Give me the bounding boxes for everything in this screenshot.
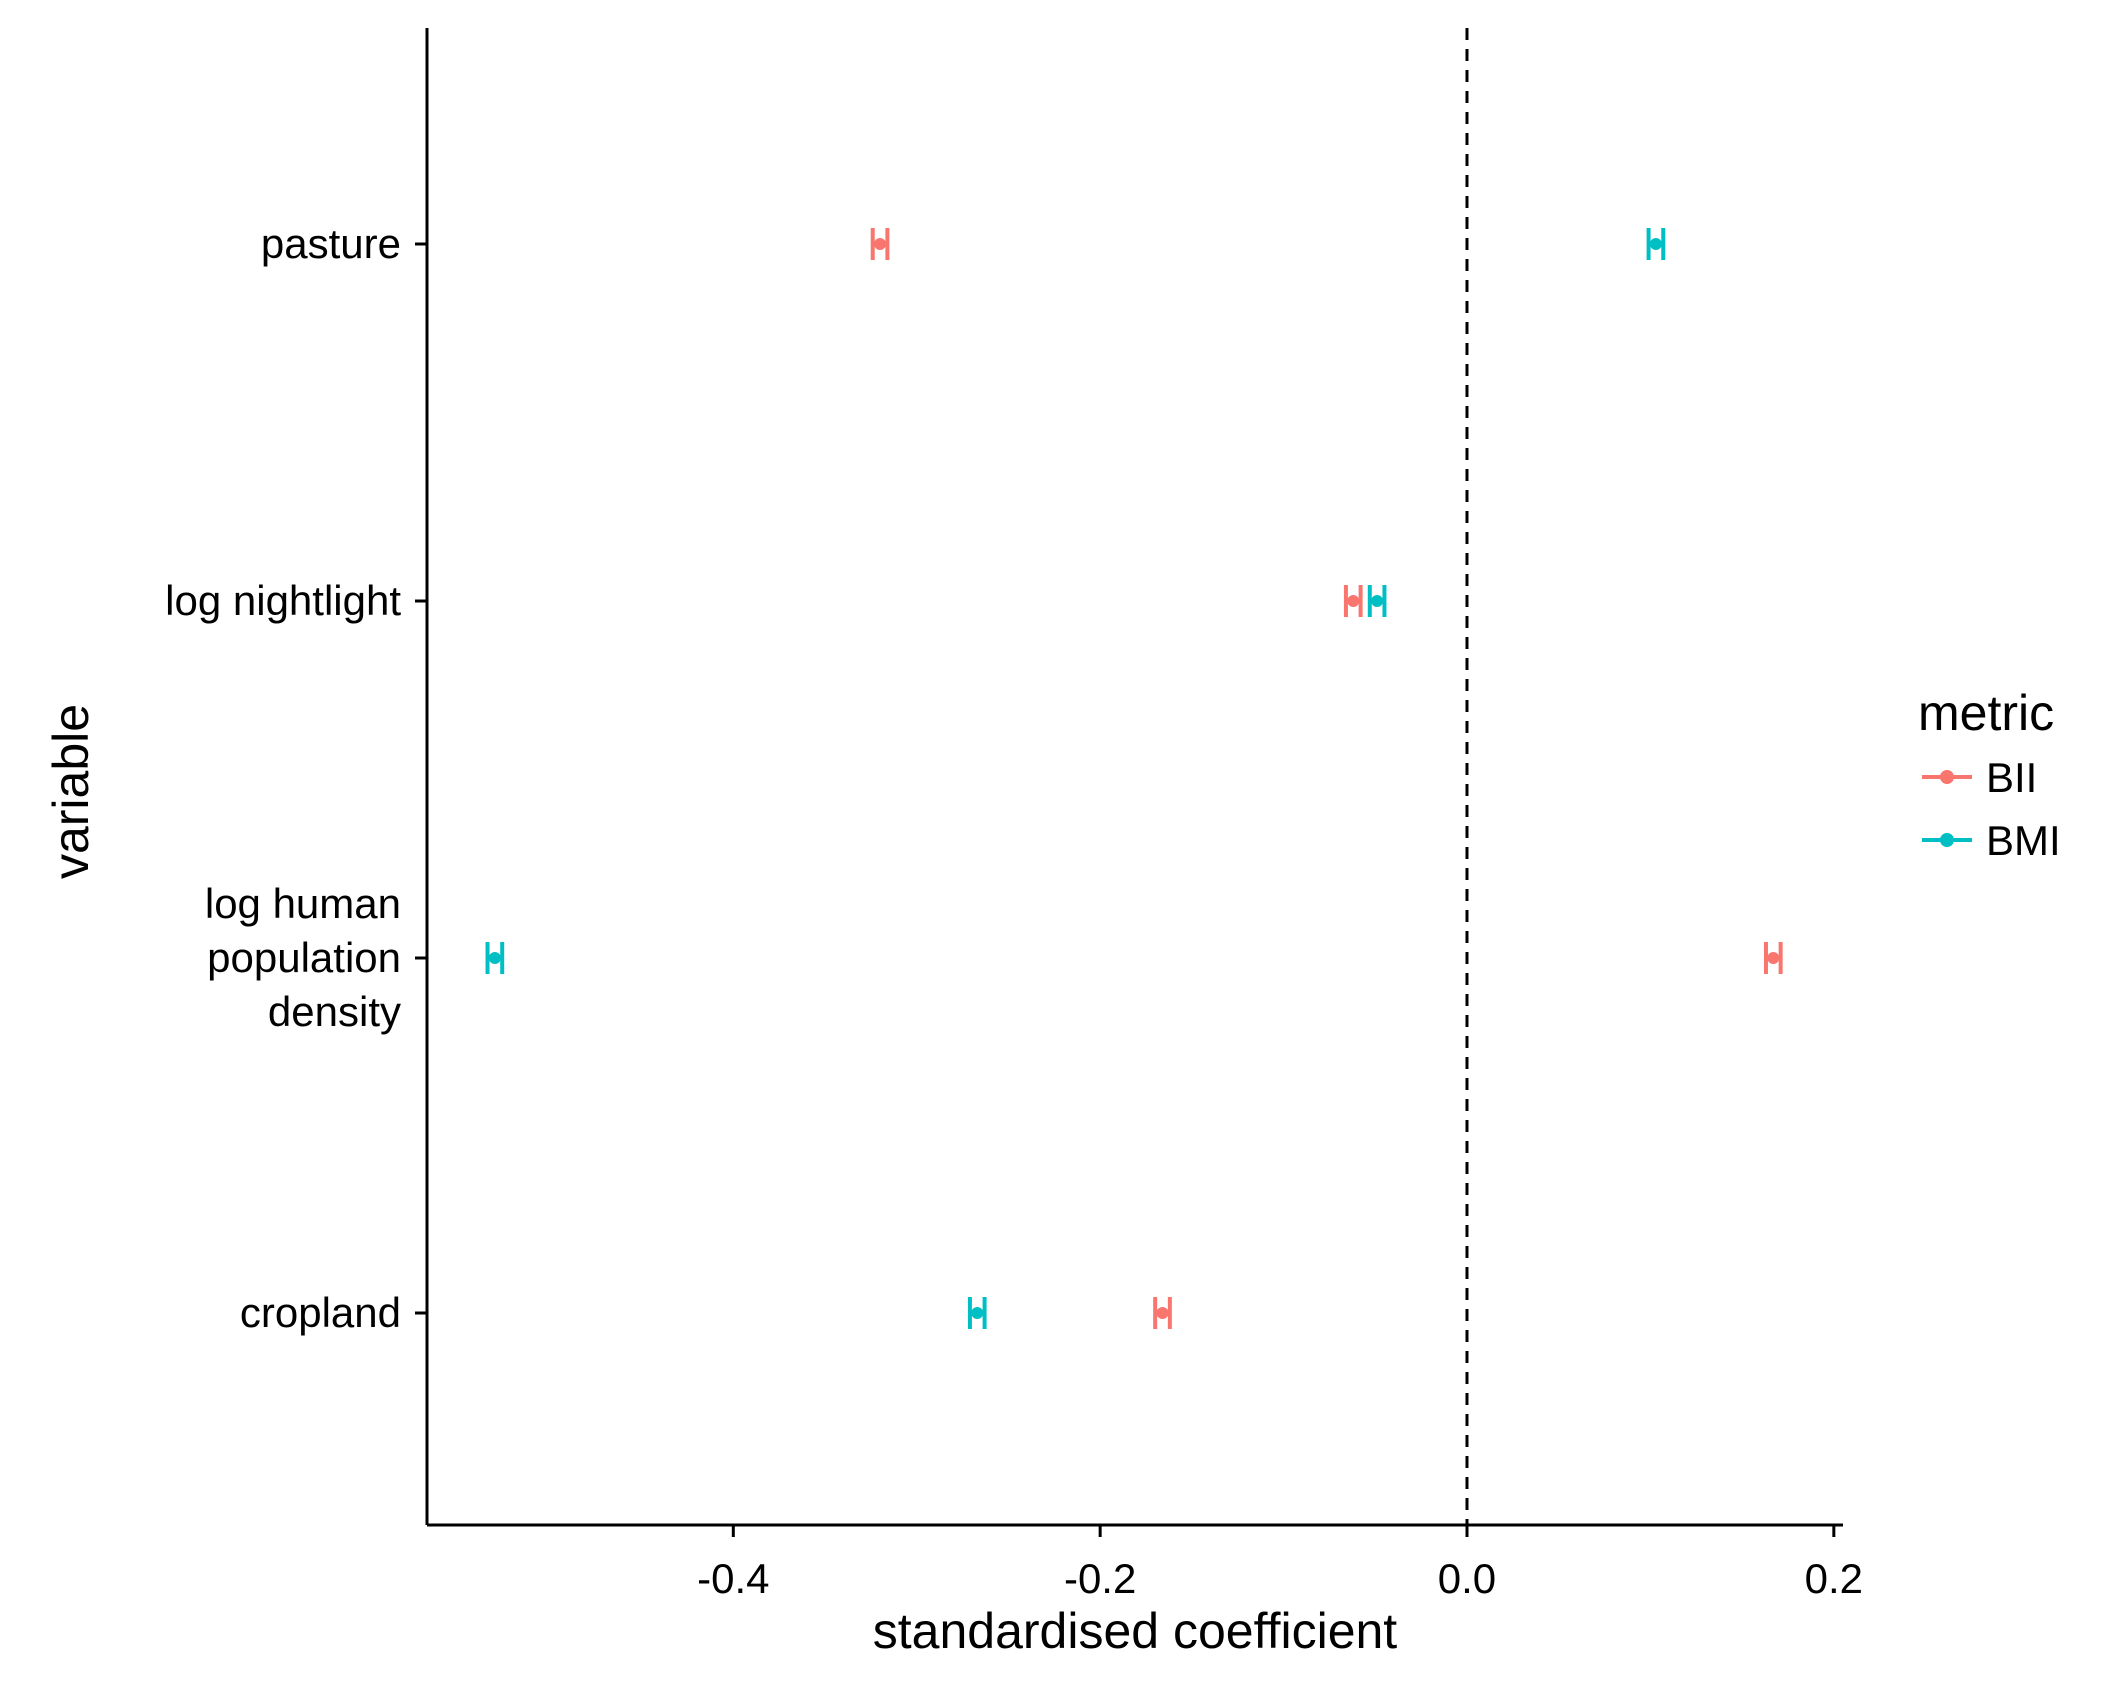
legend-title: metric	[1918, 685, 2054, 741]
y-tick-label: cropland	[240, 1289, 401, 1336]
legend-key-point	[1940, 770, 1954, 784]
y-tick-label: log nightlight	[165, 577, 401, 624]
legend-item-bii: BII	[1922, 754, 2037, 801]
x-axis-ticks: -0.4 -0.2 0.0 0.2	[697, 1525, 1863, 1602]
point-bmi	[1649, 238, 1662, 250]
x-tick-label: 0.0	[1438, 1555, 1496, 1602]
legend-item-bmi: BMI	[1922, 817, 2061, 864]
x-axis-title: standardised coefficient	[873, 1603, 1398, 1659]
series-bmi	[485, 228, 1666, 1329]
x-tick-label: -0.4	[697, 1555, 769, 1602]
x-tick-label: -0.2	[1064, 1555, 1136, 1602]
legend-label: BMI	[1986, 817, 2061, 864]
legend-key-point	[1940, 833, 1954, 847]
point-bii	[874, 238, 887, 250]
series-bii	[870, 228, 1783, 1329]
point-bmi	[971, 1307, 984, 1319]
plot-area	[485, 28, 1783, 1525]
y-tick-label: population	[207, 934, 401, 981]
point-bii	[1767, 952, 1780, 964]
legend: metric BII BMI	[1918, 685, 2061, 864]
y-axis-title: variable	[43, 704, 99, 879]
y-axis-ticks: pasture log nightlight log human population…	[165, 220, 427, 1336]
y-tick-label: log human	[205, 880, 401, 927]
point-bmi	[488, 952, 501, 964]
y-tick-label: pasture	[261, 220, 401, 267]
point-bii	[1347, 595, 1360, 607]
y-tick-label: density	[268, 988, 401, 1035]
legend-label: BII	[1986, 754, 2037, 801]
point-bii	[1156, 1307, 1169, 1319]
point-bmi	[1371, 595, 1384, 607]
x-tick-label: 0.2	[1805, 1555, 1863, 1602]
